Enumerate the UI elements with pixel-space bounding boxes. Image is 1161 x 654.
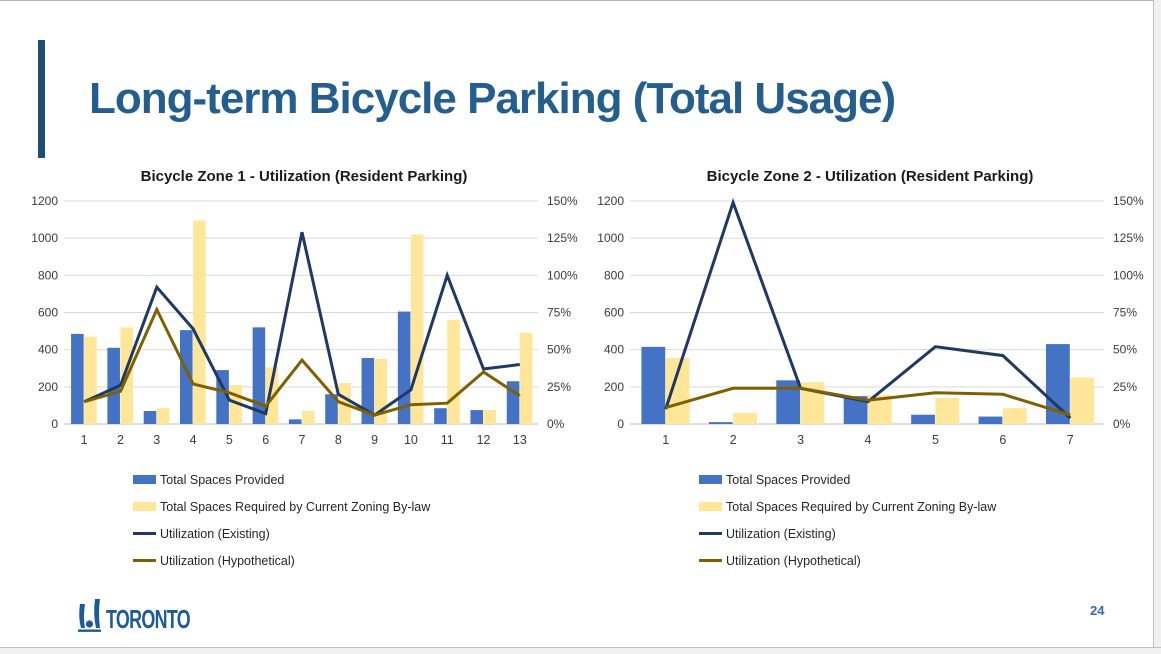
window-edge-top — [0, 0, 1161, 1]
legend-bar-swatch — [699, 475, 722, 484]
svg-text:13: 13 — [513, 433, 527, 447]
legend-item: Utilization (Existing) — [133, 520, 580, 547]
legend-label: Utilization (Hypothetical) — [726, 553, 861, 568]
svg-text:2: 2 — [117, 433, 124, 447]
svg-text:2: 2 — [730, 433, 737, 447]
svg-text:1: 1 — [662, 433, 669, 447]
svg-text:150%: 150% — [1113, 194, 1144, 208]
legend-label: Total Spaces Provided — [726, 472, 851, 487]
svg-text:4: 4 — [865, 433, 872, 447]
toronto-logo: TORONTO — [76, 595, 194, 640]
svg-text:125%: 125% — [1113, 231, 1144, 245]
legend-label: Utilization (Existing) — [726, 526, 836, 541]
legend-label: Utilization (Existing) — [160, 526, 270, 541]
svg-text:75%: 75% — [547, 306, 571, 320]
svg-text:3: 3 — [797, 433, 804, 447]
svg-text:600: 600 — [604, 306, 624, 320]
svg-text:0: 0 — [51, 417, 58, 431]
svg-text:1200: 1200 — [31, 194, 58, 208]
svg-text:1200: 1200 — [597, 194, 624, 208]
legend-label: Total Spaces Provided — [160, 472, 285, 487]
toronto-city-hall-icon — [78, 599, 101, 632]
svg-text:125%: 125% — [547, 231, 578, 245]
svg-text:7: 7 — [1067, 433, 1074, 447]
svg-text:1000: 1000 — [597, 231, 624, 245]
svg-text:6: 6 — [262, 433, 269, 447]
svg-text:5: 5 — [226, 433, 233, 447]
title-accent-bar — [38, 40, 45, 158]
toronto-logo-text: TORONTO — [106, 604, 191, 634]
charts-row: Bicycle Zone 1 - Utilization (Resident P… — [28, 168, 1160, 574]
legend-item: Utilization (Hypothetical) — [133, 547, 580, 574]
svg-text:800: 800 — [604, 268, 624, 282]
svg-text:150%: 150% — [547, 194, 578, 208]
legend-item: Utilization (Existing) — [699, 520, 1146, 547]
chart-title-zone-2: Bicycle Zone 2 - Utilization (Resident P… — [706, 168, 1034, 185]
svg-text:100%: 100% — [547, 268, 578, 282]
svg-text:3: 3 — [153, 433, 160, 447]
legend-item: Total Spaces Required by Current Zoning … — [133, 493, 580, 520]
svg-text:200: 200 — [38, 380, 58, 394]
legend-item: Total Spaces Provided — [133, 466, 580, 493]
legend-bar-swatch — [133, 475, 156, 484]
svg-text:800: 800 — [38, 268, 58, 282]
svg-text:400: 400 — [604, 343, 624, 357]
svg-text:25%: 25% — [547, 380, 571, 394]
svg-text:7: 7 — [299, 433, 306, 447]
legend-label: Total Spaces Required by Current Zoning … — [160, 499, 431, 514]
legend-line-swatch — [133, 559, 156, 562]
legend-item: Total Spaces Provided — [699, 466, 1146, 493]
svg-text:8: 8 — [335, 433, 342, 447]
slide-header: Long-term Bicycle Parking (Total Usage) — [38, 40, 896, 158]
svg-text:400: 400 — [38, 343, 58, 357]
legend-item: Utilization (Hypothetical) — [699, 547, 1146, 574]
chart-zone-1: Bicycle Zone 1 - Utilization (Resident P… — [28, 168, 580, 574]
page-number: 24 — [1090, 603, 1105, 618]
svg-text:600: 600 — [38, 306, 58, 320]
chart-legend-zone-2: Total Spaces Provided Total Spaces Requir… — [699, 466, 1146, 574]
svg-text:4: 4 — [190, 433, 197, 447]
svg-text:200: 200 — [604, 380, 624, 394]
svg-text:5: 5 — [932, 433, 939, 447]
svg-text:50%: 50% — [547, 343, 571, 357]
svg-text:0: 0 — [617, 417, 624, 431]
svg-text:0%: 0% — [1113, 417, 1131, 431]
chart-legend-zone-1: Total Spaces Provided Total Spaces Requir… — [133, 466, 580, 574]
svg-text:0%: 0% — [547, 417, 565, 431]
svg-text:1000: 1000 — [31, 231, 58, 245]
chart-zone-2: Bicycle Zone 2 - Utilization (Resident P… — [594, 168, 1146, 574]
legend-item: Total Spaces Required by Current Zoning … — [699, 493, 1146, 520]
svg-text:6: 6 — [999, 433, 1006, 447]
svg-text:50%: 50% — [1113, 343, 1137, 357]
legend-label: Utilization (Hypothetical) — [160, 553, 295, 568]
legend-line-swatch — [699, 559, 722, 562]
window-edge-bottom — [0, 647, 1161, 654]
svg-text:25%: 25% — [1113, 380, 1137, 394]
chart-plot-zone-2: 0 0% 200 25% 400 50% 600 75% 800 100% 1000 125% 1200… — [597, 194, 1144, 447]
svg-text:1: 1 — [81, 433, 88, 447]
svg-text:12: 12 — [477, 433, 491, 447]
window-edge-right — [1153, 0, 1161, 654]
svg-text:11: 11 — [441, 433, 454, 447]
svg-text:100%: 100% — [1113, 268, 1144, 282]
svg-text:9: 9 — [371, 433, 378, 447]
legend-line-swatch — [133, 532, 156, 535]
legend-bar-swatch — [133, 502, 156, 511]
chart-plot-zone-1: 0 0% 200 25% 400 50% 600 75% 800 100% 1000 125% 1200… — [31, 194, 578, 447]
legend-label: Total Spaces Required by Current Zoning … — [726, 499, 997, 514]
svg-text:10: 10 — [404, 433, 418, 447]
legend-line-swatch — [699, 532, 722, 535]
slide-title: Long-term Bicycle Parking (Total Usage) — [89, 74, 896, 123]
chart-title-zone-1: Bicycle Zone 1 - Utilization (Resident P… — [140, 168, 468, 185]
svg-text:75%: 75% — [1113, 306, 1137, 320]
legend-bar-swatch — [699, 502, 722, 511]
